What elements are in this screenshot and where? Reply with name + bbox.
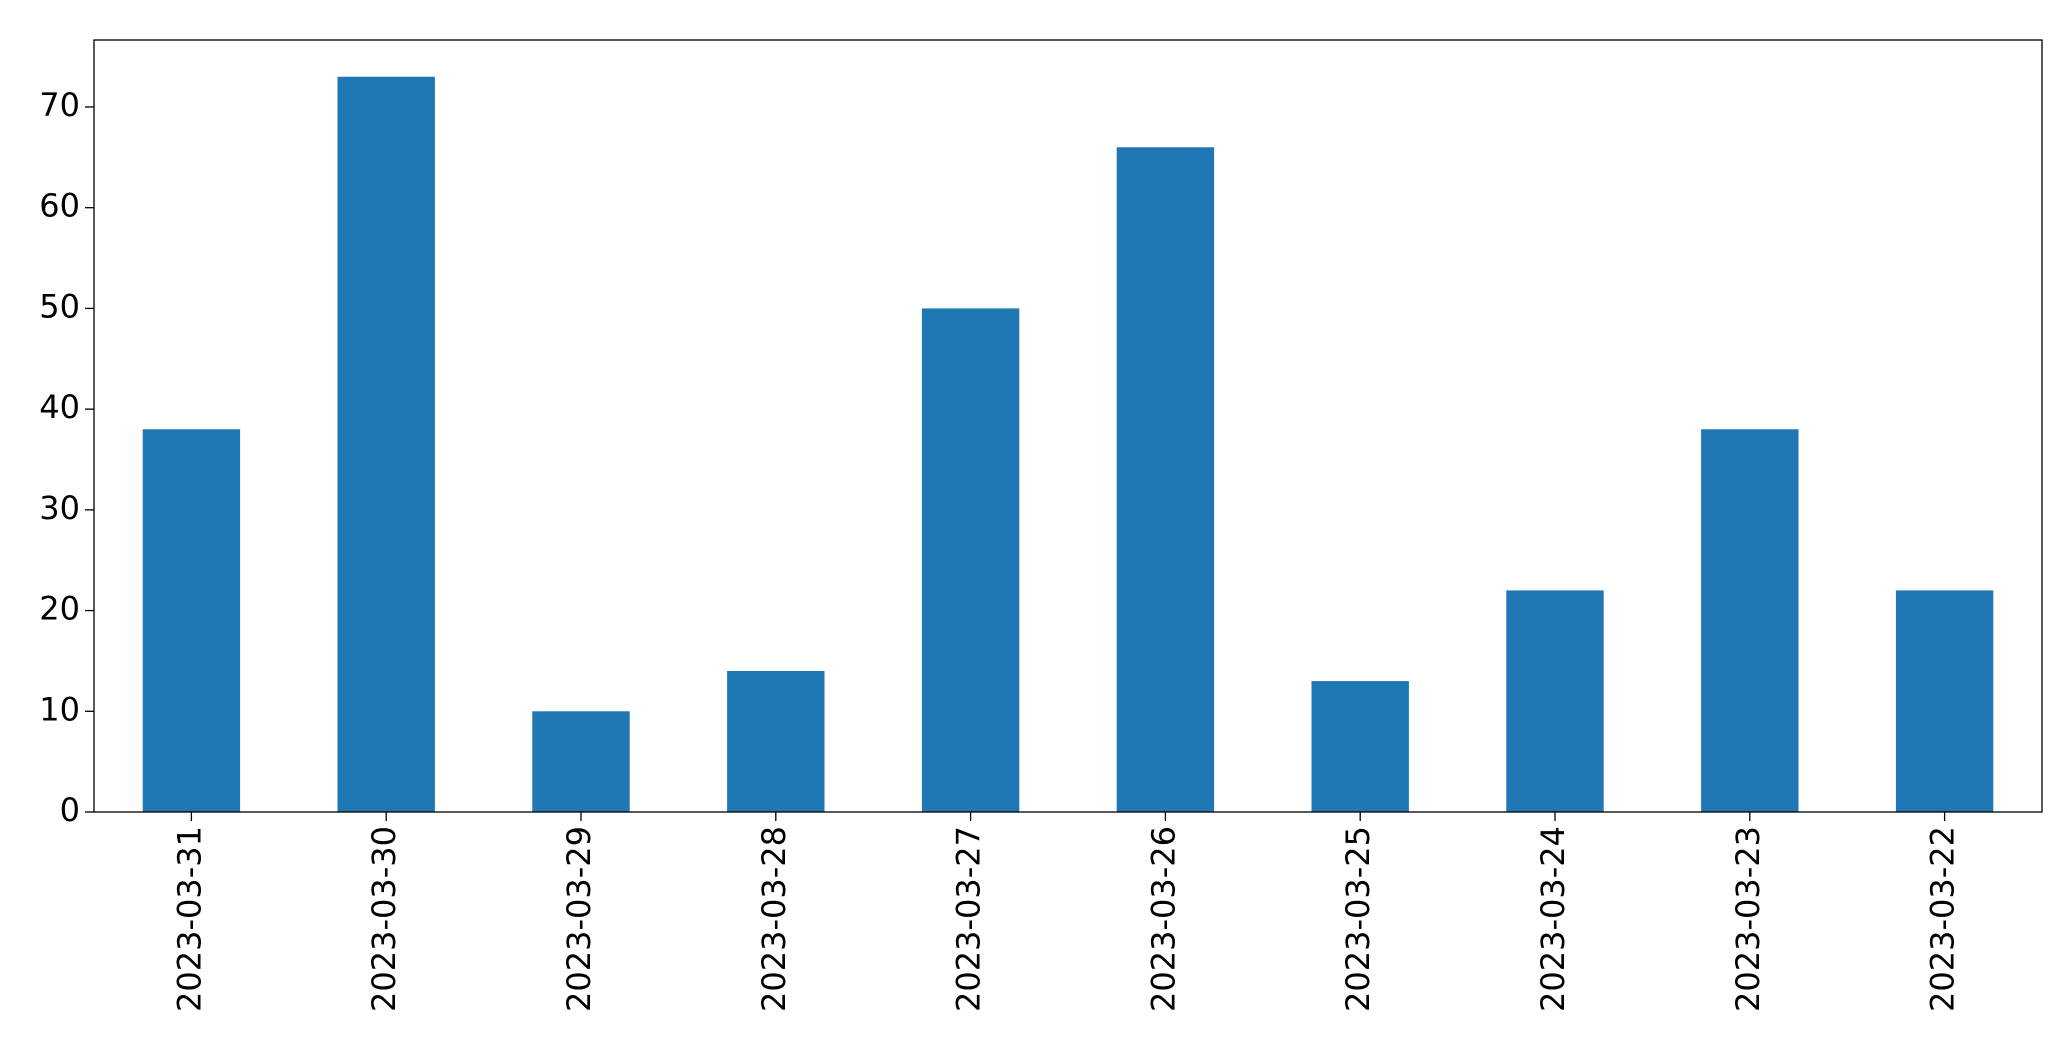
- x-tick-label: 2023-03-25: [1339, 826, 1377, 1012]
- bar: [337, 76, 435, 812]
- x-tick-label: 2023-03-22: [1924, 826, 1962, 1012]
- bar: [142, 429, 241, 812]
- x-tick-label: 2023-03-30: [365, 826, 403, 1012]
- bar: [1895, 590, 1994, 812]
- plot-frame: [93, 39, 2043, 813]
- y-tick-label: 20: [39, 590, 80, 628]
- y-tick-label: 10: [39, 690, 80, 728]
- x-tick-label: 2023-03-28: [755, 826, 793, 1012]
- bar: [727, 670, 825, 812]
- y-tick-label: 60: [39, 187, 80, 225]
- y-tick-label: 70: [39, 86, 80, 124]
- y-tick-label: 0: [60, 791, 80, 829]
- x-tick-label: 2023-03-23: [1729, 826, 1767, 1012]
- x-tick-label: 2023-03-24: [1534, 826, 1572, 1012]
- x-tick-label: 2023-03-27: [950, 826, 988, 1012]
- bar: [1116, 147, 1215, 813]
- bar: [1506, 590, 1604, 812]
- x-tick-label: 2023-03-29: [560, 826, 598, 1012]
- bar: [1311, 681, 1409, 812]
- x-tick-label: 2023-03-26: [1144, 826, 1182, 1012]
- bar: [921, 308, 1020, 812]
- bar: [532, 711, 630, 812]
- x-tick-label: 2023-03-31: [170, 826, 208, 1012]
- y-tick-label: 40: [39, 388, 80, 426]
- bar: [1701, 429, 1799, 812]
- y-tick-label: 50: [39, 287, 80, 325]
- y-tick-label: 30: [39, 489, 80, 527]
